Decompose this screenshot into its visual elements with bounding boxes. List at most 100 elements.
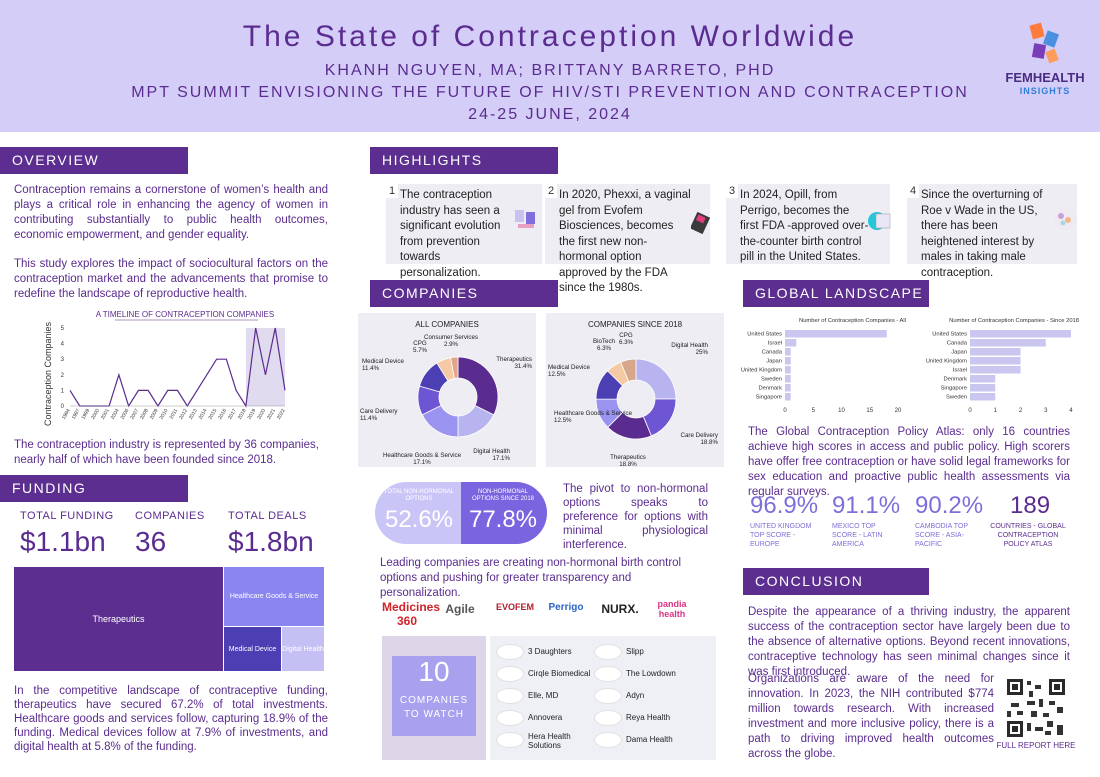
timeline-x-tick: 2011 (169, 408, 180, 421)
bar-category-label: Denmark (943, 377, 967, 383)
brand-medicines360: Medicines 360 (382, 600, 441, 628)
bar (970, 357, 1021, 365)
stat-value-mexico: 91.1% (832, 492, 901, 519)
kpi-value-companies: 36 (135, 526, 167, 557)
timeline-x-tick: 2018 (237, 408, 248, 421)
non-hormonal-value: 52.6% (384, 506, 454, 533)
company-logo-icon (594, 688, 622, 704)
donut-label: CPG 6.3% (619, 332, 634, 346)
companies-to-watch-image: 10 COMPANIES TO WATCH (382, 636, 486, 760)
bar-x-tick: 4 (1069, 408, 1073, 414)
highlights-heading: HIGHLIGHTS (370, 147, 558, 174)
company-logo-icon (594, 666, 622, 682)
authors: KHANH NGUYEN, MA; BRITTANY BARRETO, PHD (324, 62, 776, 79)
timeline-x-tick: 2014 (198, 408, 209, 421)
timeline-x-tick: 2013 (188, 408, 199, 421)
bar (785, 384, 791, 392)
company-name: 3 Daughters (528, 647, 572, 656)
company-logo-icon (496, 644, 524, 660)
timeline-y-tick: 0 (61, 404, 65, 410)
companies-to-watch-list: 3 Daughters Slipp Cirqle Biomedical The … (490, 636, 716, 760)
bar (970, 384, 996, 392)
company-name: Annovera (528, 713, 563, 722)
watch-count: 10 (418, 656, 450, 687)
conclusion-paragraph-1: Despite the appearance of a thriving ind… (748, 606, 1070, 678)
timeline-y-tick: 3 (61, 357, 65, 363)
company-name: Dama Health (626, 735, 673, 744)
timeline-x-tick: 2006 (120, 408, 131, 421)
bar-category-label: Israel (953, 368, 967, 374)
country-bar-chart-all: Number of Contraception Companies - All U… (741, 318, 906, 414)
donut-label: Care Delivery 11.4% (360, 408, 398, 422)
logo-name: FEMHEALTH (1005, 70, 1085, 85)
treemap-therapeutics: Therapeutics (14, 567, 223, 671)
bar-category-label: United Kingdom (741, 368, 782, 374)
timeline-x-tick: 2017 (227, 408, 238, 421)
page-title: The State of Contraception Worldwide (242, 20, 858, 53)
company-name: Slipp (626, 647, 644, 656)
timeline-x-tick: 2012 (178, 408, 189, 421)
watch-label: COMPANIES TO WATCH (399, 695, 469, 720)
timeline-x-tick: 2004 (110, 408, 121, 421)
kpi-value-total-funding: $1.1bn (20, 526, 106, 557)
qr-code-icon[interactable] (1005, 677, 1067, 739)
bar (970, 330, 1071, 338)
stat-caption-countries: COUNTRIES - GLOBAL CONTRACEPTION POLICY … (990, 523, 1066, 548)
timeline-x-tick: 2015 (208, 408, 219, 421)
donut-label: Therapeutics 18.8% (610, 454, 646, 467)
company-name: Reya Health (626, 713, 671, 722)
since-2018-chart-box: COMPANIES SINCE 2018 Digital Health 25% Car… (546, 313, 724, 468)
donut-title: COMPANIES SINCE 2018 (588, 320, 683, 329)
overview-paragraph-1: Contraception remains a cornerstone of w… (14, 184, 328, 241)
highlight-text: In 2024, Opill, from Perrigo, becomes th… (740, 189, 869, 263)
header-banner: The State of Contraception Worldwide KHA… (0, 0, 1100, 132)
highlight-card-1: 1 The contraception industry has seen a … (386, 184, 542, 279)
donut-label: Medical Device 12.5% (548, 364, 591, 378)
conclusion-paragraph-2: Organizations are aware of the need for … (748, 673, 994, 760)
bar-chart-title: Number of Contraception Companies - Sinc… (949, 318, 1079, 324)
timeline-x-tick: 1997 (71, 408, 82, 421)
bar-category-label: Japan (766, 359, 782, 365)
kpi-label-total-deals: TOTAL DEALS (228, 510, 307, 522)
non-hormonal-2018-value: 77.8% (468, 506, 538, 533)
bar (785, 330, 887, 338)
highlight-card-4: 4 Since the overturning of Roe v Wade in… (907, 184, 1077, 279)
femhealth-logo-icon (1029, 22, 1060, 64)
bar-category-label: Japan (951, 350, 967, 356)
company-logo-icon (496, 710, 524, 726)
companies-to-watch-badge (392, 656, 476, 736)
timeline-x-tick: 1994 (61, 408, 72, 421)
timeline-x-tick: 2001 (100, 408, 111, 421)
bar-category-label: United States (747, 332, 782, 338)
bar-x-tick: 5 (812, 408, 816, 414)
bar-x-tick: 10 (838, 408, 845, 414)
timeline-x-tick: 1999 (81, 408, 92, 421)
company-name: Adyn (626, 691, 645, 700)
since-2018-highlight (245, 328, 285, 406)
bar-x-tick: 15 (866, 408, 873, 414)
company-logo-icon (496, 666, 524, 682)
global-landscape-text: The Global Contraception Policy Atlas: o… (748, 426, 1070, 498)
overview-heading: OVERVIEW (0, 147, 188, 174)
bar-category-label: Sweden (761, 377, 782, 383)
donut-label: Consumer Services 2.9% (424, 334, 478, 348)
timeline-x-tick: 2021 (266, 408, 277, 421)
bar-chart-title: Number of Contraception Companies - All (799, 318, 906, 324)
donut-slice (620, 358, 637, 382)
event-date: 24-25 JUNE, 2024 (468, 106, 632, 123)
highlight-text: In 2020, Phexxi, a vaginal gel from Evof… (559, 189, 691, 294)
donut-label: Healthcare Goods & Service 12.5% (554, 410, 633, 424)
bar-x-tick: 3 (1044, 408, 1048, 414)
stat-value-cambodia: 90.2% (915, 492, 984, 519)
highlight-number: 3 (726, 184, 738, 198)
company-name: Elle, MD (528, 691, 559, 700)
country-bar-chart-since-2018: Number of Contraception Companies - Sinc… (926, 318, 1079, 414)
timeline-x-tick: 2009 (149, 408, 160, 421)
timeline-chart-title: A TIMELINE OF CONTRACEPTION COMPANIES (96, 310, 274, 319)
bar (970, 375, 996, 383)
treemap-medical-device: Medical Device (224, 627, 281, 671)
funding-heading: FUNDING (0, 475, 188, 502)
non-hormonal-since-2018-half (461, 482, 547, 544)
donut-label: Care Delivery 18.8% (681, 432, 719, 446)
brand-perrigo: Perrigo (548, 602, 584, 613)
